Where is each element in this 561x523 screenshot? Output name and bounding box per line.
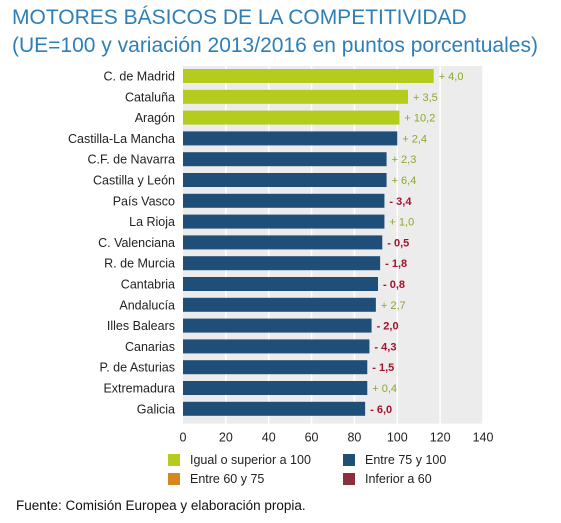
data-label: + 2,4: [402, 133, 427, 145]
data-label: - 4,3: [374, 341, 396, 353]
legend-label-75-100: Entre 75 y 100: [365, 453, 447, 467]
data-label: + 6,4: [392, 175, 417, 187]
category-label: Cataluña: [125, 90, 175, 104]
bar: [183, 256, 381, 271]
legend-label-inferior-60: Inferior a 60: [365, 472, 432, 486]
data-label: + 10,2: [404, 113, 435, 125]
legend-swatch-inferior-60: [343, 473, 355, 485]
data-label: - 3,4: [389, 196, 412, 208]
category-label: Canarias: [125, 340, 175, 354]
category-label: Castilla-La Mancha: [68, 132, 175, 146]
category-label: País Vasco: [113, 194, 175, 208]
bar: [183, 318, 372, 333]
category-label: Cantabria: [121, 278, 175, 292]
category-label: Aragón: [135, 111, 175, 125]
x-tick-label: 140: [473, 431, 494, 445]
bar: [183, 235, 383, 250]
category-label: Extremadura: [103, 382, 175, 396]
bar: [183, 131, 398, 146]
bar: [183, 110, 400, 125]
chart-title: MOTORES BÁSICOS DE LA COMPETITIVIDAD: [12, 6, 467, 29]
category-label: P. de Asturias: [99, 361, 175, 375]
category-label: C. Valenciana: [98, 236, 175, 250]
data-label: - 6,0: [370, 404, 392, 416]
x-tick-label: 60: [305, 431, 319, 445]
bar: [183, 360, 368, 375]
x-tick-label: 80: [347, 431, 361, 445]
x-tick-label: 20: [219, 431, 233, 445]
bar: [183, 339, 370, 354]
legend-swatch-60-75: [168, 473, 180, 485]
x-tick-label: 120: [430, 431, 451, 445]
bar: [183, 381, 368, 395]
bar: [183, 277, 378, 291]
x-tick-label: 40: [262, 431, 276, 445]
bar-chart: 0 20 40 60 80 100 120 140 C. de Madrid + 4,0 Catal…: [68, 66, 494, 445]
data-label: - 1,5: [372, 362, 394, 374]
bar: [183, 152, 387, 167]
data-label: + 2,7: [381, 300, 406, 312]
data-label: + 0,4: [372, 383, 397, 395]
chart-subtitle: (UE=100 y variación 2013/2016 en puntos …: [12, 34, 538, 57]
category-label: C. de Madrid: [103, 70, 175, 84]
legend-label-60-75: Entre 60 y 75: [190, 472, 265, 486]
data-label: + 4,0: [439, 71, 464, 83]
data-label: - 1,8: [385, 258, 407, 270]
category-label: La Rioja: [129, 215, 175, 229]
category-label: Galicia: [137, 402, 175, 416]
bar: [183, 89, 408, 104]
bar: [183, 401, 366, 416]
bar: [183, 193, 385, 208]
data-label: + 1,0: [389, 217, 414, 229]
x-tick-label: 100: [387, 431, 408, 445]
category-label: Illes Balears: [107, 319, 175, 333]
data-label: + 3,5: [413, 92, 438, 104]
legend-label-igual: Igual o superior a 100: [190, 453, 311, 467]
data-label: + 2,3: [392, 154, 417, 166]
bar: [183, 214, 385, 229]
category-label: R. de Murcia: [104, 257, 175, 271]
category-label: C.F. de Navarra: [87, 153, 175, 167]
source-note: Fuente: Comisión Europea y elaboración p…: [16, 498, 306, 513]
x-tick-label: 0: [180, 431, 187, 445]
bar: [183, 297, 376, 312]
category-label: Castilla y León: [93, 174, 175, 188]
bar: [183, 69, 434, 83]
legend-swatch-igual: [168, 454, 180, 466]
bar: [183, 173, 387, 187]
legend-swatch-75-100: [343, 454, 355, 466]
data-label: - 2,0: [377, 321, 399, 333]
data-label: - 0,5: [387, 237, 409, 249]
data-label: - 0,8: [383, 279, 405, 291]
category-label: Andalucía: [119, 298, 175, 312]
